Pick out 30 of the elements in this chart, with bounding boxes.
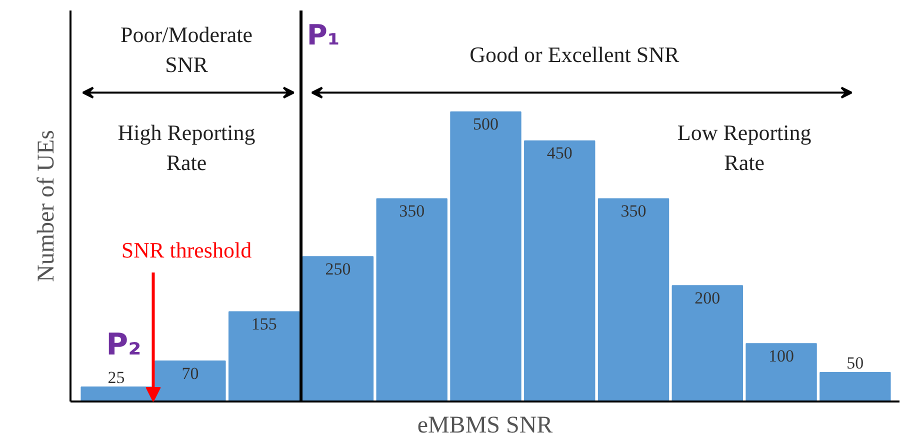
data-label: 350 xyxy=(399,202,425,221)
data-label: 50 xyxy=(846,354,864,373)
bar xyxy=(228,311,300,402)
bar xyxy=(450,111,522,402)
annotation: SNR threshold xyxy=(121,237,252,262)
bar xyxy=(376,198,448,402)
bar xyxy=(672,285,743,402)
annotation: P₂ xyxy=(106,327,142,362)
bar xyxy=(154,360,226,402)
data-label: 25 xyxy=(108,368,125,388)
data-label: 155 xyxy=(251,314,277,334)
y-axis-title: Number of UEs xyxy=(34,130,60,282)
bar xyxy=(820,372,891,402)
bar xyxy=(746,343,817,402)
bar xyxy=(598,198,670,402)
data-label: 70 xyxy=(182,364,199,383)
data-label: 350 xyxy=(620,202,646,221)
bar xyxy=(524,140,596,402)
annotation: Low Reporting Rate xyxy=(677,120,812,175)
data-label: 500 xyxy=(472,114,498,134)
data-label: 250 xyxy=(325,260,351,279)
annotation: High Reporting Rate xyxy=(118,120,256,175)
text: Poor/Moderate SNR xyxy=(120,22,252,78)
bar xyxy=(302,256,374,402)
data-label: 200 xyxy=(694,288,720,308)
data-label: 450 xyxy=(546,144,572,163)
data-label: 100 xyxy=(768,346,794,366)
text: Good or Excellent SNR xyxy=(470,42,680,67)
x-axis-title: eMBMS SNR xyxy=(417,412,553,438)
text: P₁ xyxy=(306,18,340,52)
